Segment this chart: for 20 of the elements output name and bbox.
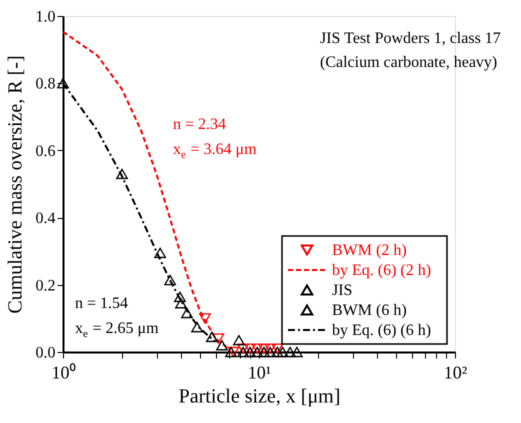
y-tick-label: 0.8 [36,76,56,93]
annotation: (Calcium carbonate, heavy) [320,54,498,71]
x-tick-label: 10² [444,362,468,382]
y-tick-label: 1.0 [36,8,56,26]
legend-label: JIS [332,282,352,299]
x-axis-title: Particle size, x [μm] [178,386,340,408]
x-tick-label: 10⁰ [52,362,76,382]
legend-label: BWM (2 h) [332,242,407,259]
legend-label: by Eq. (6) (2 h) [332,262,432,279]
legend-label: by Eq. (6) (6 h) [332,322,432,339]
x-tick-label: 10¹ [248,362,272,382]
y-tick-label: 0.4 [36,210,56,228]
y-tick-label: 0.0 [36,344,56,362]
y-axis-title: Cumulative mass oversize, R [-] [4,55,26,314]
legend-label: BWM (6 h) [332,302,407,319]
y-tick-label: 0.6 [36,142,56,160]
y-tick-label: 0.2 [36,277,56,294]
annotation: JIS Test Powders 1, class 17 [320,30,501,47]
annotation: n = 1.54 [75,295,128,312]
annotation: n = 2.34 [173,116,226,133]
